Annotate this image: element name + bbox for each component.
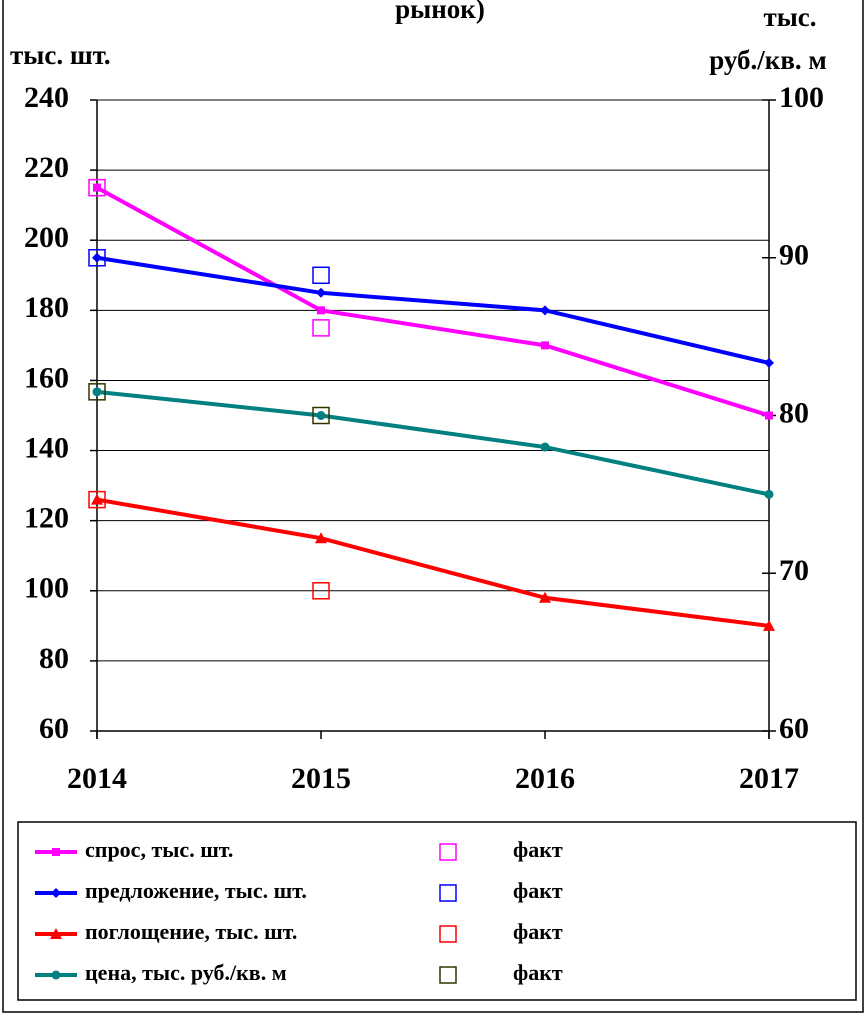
point [88, 383, 106, 401]
y-tick-label: 120 [24, 502, 69, 535]
y-tick-label: 180 [24, 291, 69, 324]
y-tick-label: 100 [24, 572, 69, 605]
x-tick-label: 2017 [739, 762, 799, 795]
legend-marker [439, 843, 457, 861]
y-tick-label: 140 [24, 431, 69, 464]
point [312, 319, 330, 337]
y2-tick-label: 60 [779, 712, 809, 745]
chart-title: рынок) [395, 0, 485, 24]
y2-tick-label: 90 [779, 239, 809, 272]
point [93, 183, 101, 192]
legend-marker [51, 970, 61, 980]
legend-marker [439, 925, 457, 943]
point [317, 306, 325, 315]
point [91, 493, 103, 505]
y-tick-label: 160 [24, 361, 69, 394]
legend-marker [50, 928, 62, 939]
point [92, 387, 102, 397]
y-tick-label: 60 [39, 712, 69, 745]
legend-label: предложение, тыс. шт. [85, 878, 307, 903]
point [764, 489, 774, 499]
y-tick-label: 240 [24, 81, 69, 114]
point [541, 341, 549, 350]
legend-label: факт [513, 837, 563, 862]
x-tick-label: 2014 [67, 762, 127, 795]
legend-label: факт [513, 919, 563, 944]
x-tick-label: 2015 [291, 762, 351, 795]
x-tick-label: 2016 [515, 762, 575, 795]
legend-marker [52, 848, 60, 856]
y2-tick-label: 100 [779, 81, 824, 114]
y-tick-label: 220 [24, 151, 69, 184]
legend-marker [439, 884, 457, 902]
point [316, 287, 326, 298]
point [88, 490, 106, 509]
y2-axis-label: тыс. [763, 2, 816, 32]
legend-label: цена, тыс. руб./кв. м [85, 960, 287, 985]
legend-label: спрос, тыс. шт. [85, 837, 233, 862]
series-line [96, 185, 770, 418]
point [540, 305, 550, 316]
point [312, 582, 330, 600]
series-line [96, 389, 770, 497]
legend-label: факт [513, 878, 563, 903]
y-axis-label: тыс. шт. [10, 40, 111, 70]
point [315, 532, 327, 544]
legend-label: факт [513, 960, 563, 985]
y-tick-label: 80 [39, 642, 69, 675]
y2-tick-label: 80 [779, 396, 809, 429]
point [316, 411, 326, 420]
legend-box [17, 821, 857, 1001]
point [764, 357, 774, 368]
legend-marker [51, 888, 61, 898]
point [92, 252, 102, 263]
point [539, 591, 551, 603]
point [540, 442, 550, 452]
series-line [96, 497, 770, 628]
legend-label: поглощение, тыс. шт. [85, 919, 297, 944]
point [763, 619, 775, 631]
y2-axis-label: руб./кв. м [709, 45, 827, 75]
y-tick-label: 200 [24, 221, 69, 254]
point [312, 406, 330, 425]
point [88, 249, 106, 267]
point [765, 411, 773, 420]
y2-tick-label: 70 [779, 554, 809, 587]
series-line [96, 255, 770, 365]
point [88, 178, 106, 197]
legend-marker [439, 966, 457, 984]
point [312, 266, 330, 285]
